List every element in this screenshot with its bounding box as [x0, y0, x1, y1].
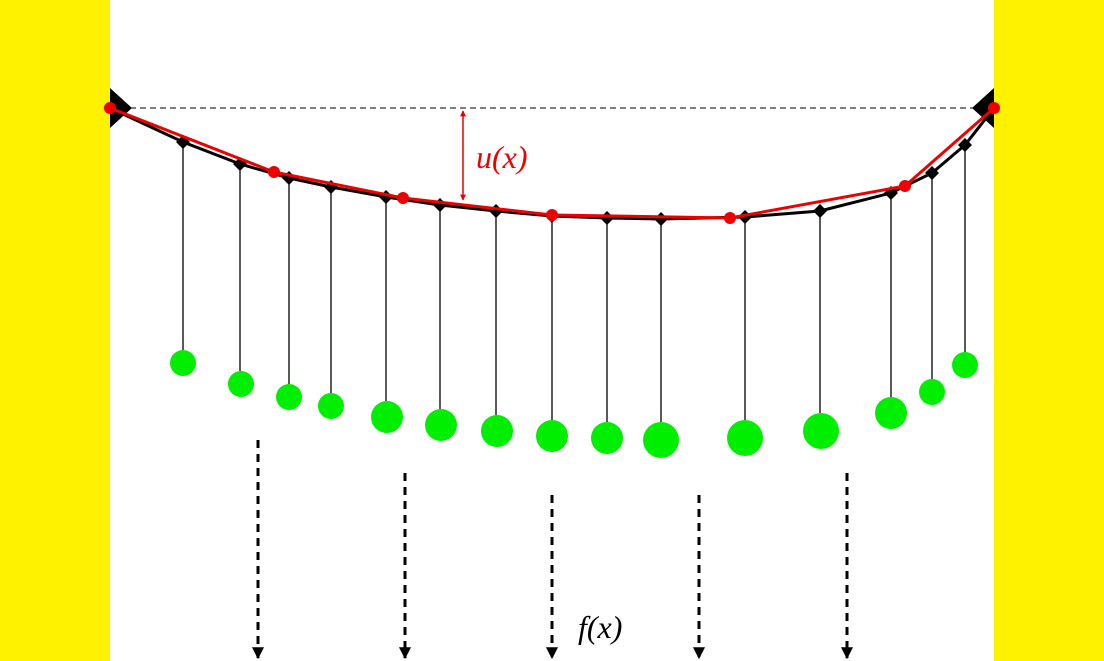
f-label: f(x) — [578, 609, 622, 645]
right-wall — [994, 0, 1104, 661]
weight — [591, 422, 623, 454]
approx-node — [724, 212, 736, 224]
weight — [803, 413, 839, 449]
approx-nodes — [104, 102, 1000, 224]
weight — [536, 420, 568, 452]
approx-node — [397, 192, 409, 204]
u-label: u(x) — [476, 139, 528, 175]
approx-node — [268, 166, 280, 178]
node — [433, 198, 447, 212]
weight — [952, 352, 978, 378]
weight — [425, 409, 457, 441]
weight — [643, 422, 679, 458]
weight — [170, 350, 196, 376]
approx-node — [546, 209, 558, 221]
weight — [919, 379, 945, 405]
node — [925, 166, 939, 180]
weight — [318, 393, 344, 419]
node — [813, 204, 827, 218]
left-wall — [0, 0, 110, 661]
weight — [875, 397, 907, 429]
node — [600, 211, 614, 225]
weight — [727, 420, 763, 456]
node — [958, 138, 972, 152]
node — [489, 204, 503, 218]
load-arrows — [252, 440, 853, 660]
left-support — [110, 88, 132, 128]
weights — [170, 350, 978, 458]
weight — [276, 384, 302, 410]
weight — [228, 371, 254, 397]
node — [654, 212, 668, 226]
approx-node — [988, 102, 1000, 114]
weight — [481, 415, 513, 447]
strings — [182, 142, 966, 422]
approx-node — [899, 180, 911, 192]
approx-node — [104, 102, 116, 114]
right-support — [972, 88, 994, 128]
weight — [371, 401, 403, 433]
